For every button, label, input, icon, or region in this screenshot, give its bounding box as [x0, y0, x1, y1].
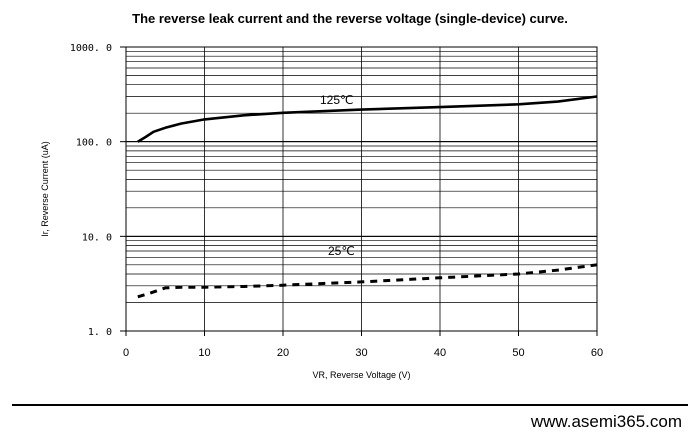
- x-tick-label: 0: [123, 347, 129, 359]
- x-tick-label: 10: [198, 347, 210, 359]
- grid: [125, 46, 598, 332]
- website-link[interactable]: www.asemi365.com: [530, 412, 682, 431]
- chart-title: The reverse leak current and the reverse…: [132, 11, 568, 26]
- y-tick-label: 1000. 0: [70, 43, 112, 54]
- series-layer: [137, 95, 598, 299]
- series-label-1: 25℃: [328, 244, 355, 258]
- x-axis-label: VR, Reverse Voltage (V): [312, 370, 410, 380]
- series-label-0: 125℃: [320, 93, 354, 107]
- axes: [120, 46, 598, 336]
- footer-rule: [12, 404, 688, 406]
- y-tick-label: 100. 0: [76, 138, 112, 149]
- x-tick-label: 60: [591, 347, 603, 359]
- y-tick-label: 10. 0: [82, 232, 112, 243]
- series-line-0: [137, 95, 598, 143]
- y-axis-label: Ir, Reverse Current (uA): [40, 141, 50, 237]
- x-tick-label: 50: [512, 347, 524, 359]
- x-tick-label: 40: [434, 347, 446, 359]
- series-line-1: [137, 263, 598, 299]
- x-tick-label: 30: [355, 347, 367, 359]
- x-tick-label: 20: [277, 347, 289, 359]
- y-tick-label: 1. 0: [88, 327, 112, 338]
- labels-layer: 1. 0 10. 0 100. 0 1000. 0 0 10 20 30 40 50 60 VR, R…: [40, 43, 603, 380]
